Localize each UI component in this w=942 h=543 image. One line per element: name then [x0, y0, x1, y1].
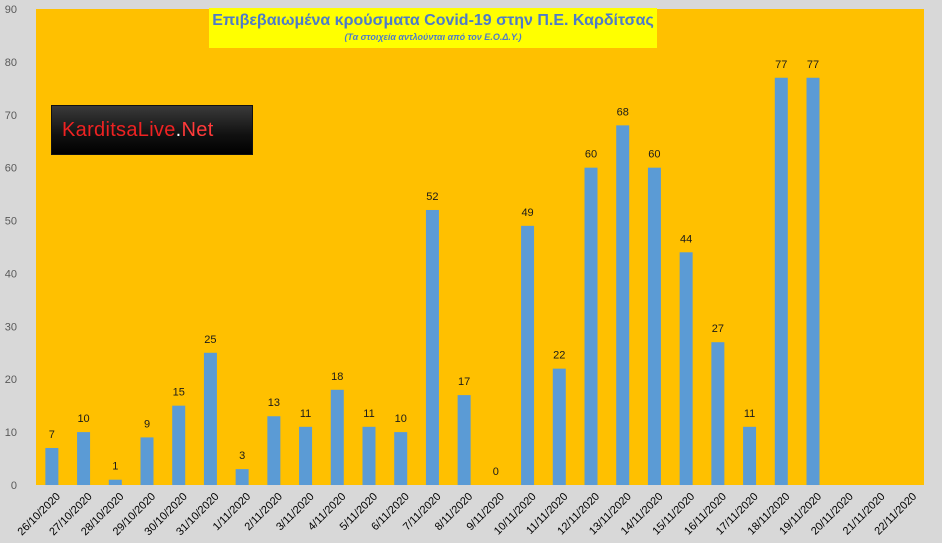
data-label: 49 — [521, 207, 533, 219]
data-label: 7 — [49, 429, 55, 441]
y-tick-label: 50 — [5, 216, 17, 228]
bar — [77, 432, 91, 485]
bar — [774, 77, 788, 485]
title-box: Επιβεβαιωμένα κρούσματα Covid-19 στην Π.… — [209, 8, 657, 48]
data-label: 10 — [77, 413, 89, 425]
chart-title: Επιβεβαιωμένα κρούσματα Covid-19 στην Π.… — [212, 12, 654, 29]
bar — [394, 432, 408, 485]
bar — [743, 426, 757, 485]
data-label: 1 — [112, 461, 118, 473]
data-label: 13 — [268, 397, 280, 409]
data-label: 9 — [144, 418, 150, 430]
bar — [330, 389, 344, 485]
bar — [584, 167, 598, 485]
y-tick-label: 90 — [5, 4, 17, 16]
data-label: 77 — [775, 59, 787, 71]
data-label: 22 — [553, 350, 565, 362]
bar — [552, 368, 566, 485]
plot-area — [36, 9, 924, 485]
data-label: 3 — [239, 450, 245, 462]
data-label: 60 — [648, 149, 660, 161]
bar — [806, 77, 820, 485]
bar — [45, 447, 59, 485]
bar — [172, 405, 186, 485]
bar — [299, 426, 313, 485]
data-label: 27 — [712, 323, 724, 335]
data-label: 15 — [173, 387, 185, 399]
data-label: 11 — [300, 408, 311, 420]
bar — [203, 352, 217, 485]
data-label: 11 — [744, 408, 755, 420]
bar — [616, 125, 630, 485]
data-label: 60 — [585, 149, 597, 161]
logo-text: KarditsaLive.Net — [62, 118, 214, 141]
chart-subtitle: (Τα στοιχεία αντλούνται από τον Ε.Ο.Δ.Υ.… — [344, 32, 522, 42]
karditsalive-logo: KarditsaLive.Net — [51, 105, 253, 155]
bar — [235, 469, 249, 485]
data-label: 18 — [331, 371, 343, 383]
bar — [647, 167, 661, 485]
y-tick-label: 40 — [5, 268, 17, 280]
bar — [108, 479, 122, 485]
bar — [425, 209, 439, 485]
data-label: 68 — [617, 106, 629, 118]
y-tick-label: 80 — [5, 57, 17, 69]
bar — [362, 426, 376, 485]
bar — [140, 437, 154, 485]
data-label: 10 — [395, 413, 407, 425]
data-label: 52 — [426, 191, 438, 203]
bar — [267, 416, 281, 485]
data-label: 77 — [807, 59, 819, 71]
bar — [521, 225, 535, 485]
bar — [711, 342, 725, 485]
y-tick-label: 70 — [5, 110, 17, 122]
data-label: 25 — [204, 334, 216, 346]
bar — [679, 252, 693, 485]
data-label: 11 — [363, 408, 374, 420]
data-label: 17 — [458, 376, 470, 388]
y-tick-label: 20 — [5, 374, 17, 386]
y-tick-label: 30 — [5, 321, 17, 333]
y-tick-label: 10 — [5, 427, 17, 439]
data-label: 44 — [680, 233, 692, 245]
data-label: 0 — [493, 466, 499, 478]
y-tick-label: 60 — [5, 163, 17, 175]
y-tick-label: 0 — [11, 480, 17, 492]
bar — [457, 395, 471, 485]
